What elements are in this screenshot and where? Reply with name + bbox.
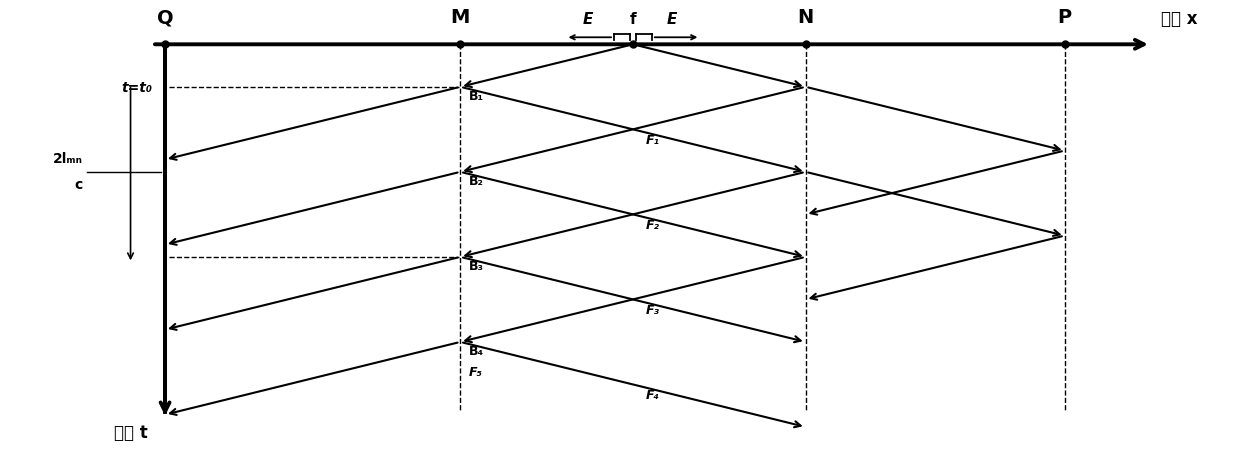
Text: F₅: F₅ [469,365,482,378]
Text: P: P [1058,9,1071,28]
Text: c: c [74,178,83,192]
Text: 时刻 t: 时刻 t [114,423,148,441]
Text: E: E [583,13,593,28]
Text: B₁: B₁ [469,90,484,103]
Text: f: f [630,13,636,28]
Text: E: E [667,13,677,28]
Text: F₃: F₃ [646,303,660,316]
Text: B₃: B₃ [469,259,484,272]
Text: Q: Q [156,9,174,28]
Text: N: N [797,9,813,28]
Text: 距离 x: 距离 x [1161,10,1198,28]
Text: B₄: B₄ [469,344,484,357]
Text: F₂: F₂ [646,218,660,231]
Text: 2lₘₙ: 2lₘₙ [53,152,83,166]
Text: t=t₀: t=t₀ [122,81,153,95]
Text: M: M [450,9,470,28]
Text: B₂: B₂ [469,175,484,188]
Text: F₄: F₄ [646,388,660,401]
Text: F₁: F₁ [646,133,660,147]
